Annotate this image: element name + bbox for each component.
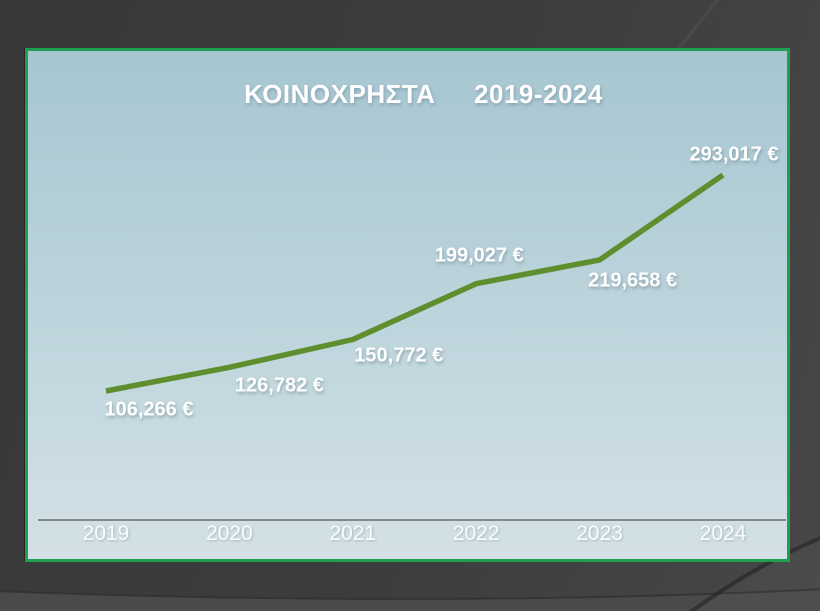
top-right-arc bbox=[674, 0, 720, 53]
data-label: 199,027 € bbox=[434, 244, 524, 267]
x-tick-label: 2020 bbox=[206, 522, 253, 545]
x-tick-label: 2023 bbox=[576, 522, 623, 545]
data-label: 219,658 € bbox=[588, 269, 678, 292]
chart-title: ΚΟΙΝΟΧΡΗΣΤΑ 2019-2024 bbox=[244, 79, 603, 109]
x-tick-label: 2019 bbox=[82, 522, 130, 545]
data-label: 150,772 € bbox=[354, 344, 444, 367]
bottom-sweep-arc bbox=[0, 589, 820, 611]
x-tick-label: 2021 bbox=[329, 522, 377, 545]
line-chart bbox=[38, 172, 786, 521]
data-label: 106,266 € bbox=[104, 398, 194, 421]
x-tick-label: 2022 bbox=[452, 522, 500, 545]
series-line bbox=[105, 172, 725, 394]
bottom-sweep-arc-edge bbox=[0, 588, 820, 600]
chart-panel: ΚΟΙΝΟΧΡΗΣΤΑ 2019-2024 106,266 € 126,782 €… bbox=[25, 48, 790, 562]
data-label: 293,017 € bbox=[689, 143, 779, 166]
data-label: 126,782 € bbox=[234, 374, 324, 397]
x-tick-label: 2024 bbox=[699, 522, 747, 545]
